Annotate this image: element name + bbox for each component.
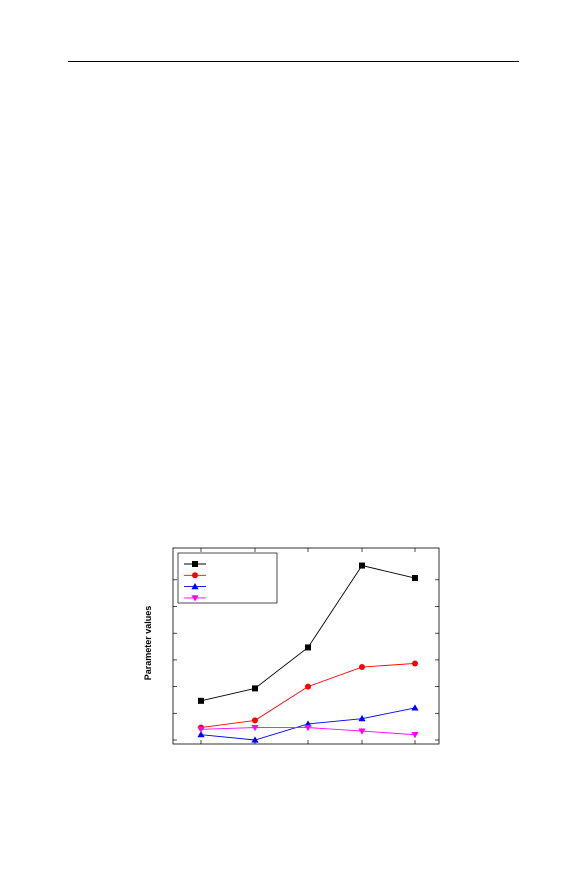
series-4-point-4: [358, 728, 366, 735]
series-4-point-1: [197, 726, 205, 733]
legend-marker-2: [192, 572, 198, 579]
series-3-point-4: [358, 715, 366, 722]
series-4-point-2: [251, 724, 259, 732]
series-2-point-3: [305, 683, 311, 690]
page-header-rule: [68, 61, 519, 62]
series-4-point-3: [304, 724, 312, 732]
series-2-point-5: [412, 660, 418, 667]
series-1: [198, 562, 418, 704]
legend-marker-4: [191, 595, 199, 602]
series-4: [197, 724, 419, 739]
series-2-point-4: [359, 664, 365, 671]
series-2-point-2: [252, 717, 258, 724]
series-3-point-5: [411, 704, 419, 711]
series-1-point-4: [359, 562, 365, 569]
series-2-line: [200, 663, 416, 728]
series-3-point-1: [197, 731, 205, 738]
series-4-point-5: [411, 732, 419, 739]
legend: [177, 552, 278, 604]
series-1-point-2: [252, 685, 258, 692]
series-1-point-3: [305, 644, 311, 651]
plot-frame: [172, 547, 440, 745]
axis-ticks: [173, 548, 439, 744]
legend-marker-1: [192, 561, 198, 567]
series-layer: [197, 562, 419, 743]
series-1-point-5: [412, 575, 418, 582]
legend-marker-3: [191, 583, 199, 590]
series-2: [198, 660, 418, 731]
series-3-point-2: [251, 736, 259, 743]
series-1-point-1: [198, 697, 204, 704]
y-axis-label: Parameter values: [143, 606, 153, 681]
